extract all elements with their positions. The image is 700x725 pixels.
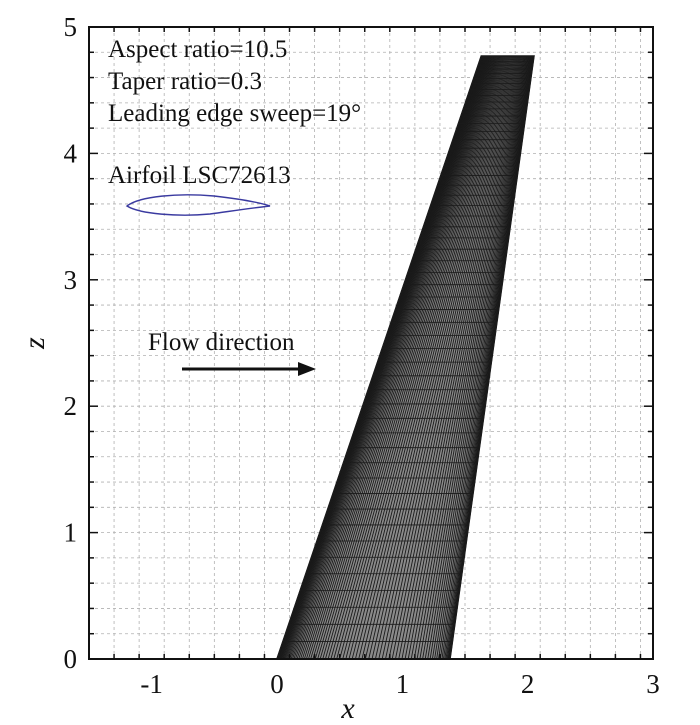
- x-tick-label: -1: [140, 669, 163, 699]
- wing-chordwise-line: [342, 55, 502, 660]
- x-axis-label: x: [340, 692, 355, 725]
- wing-chordwise-line: [419, 55, 526, 660]
- wing-chordwise-line: [345, 55, 503, 660]
- y-tick-label: 5: [64, 12, 78, 42]
- wing-chordwise-line: [441, 56, 532, 660]
- wing-chordwise-line: [434, 56, 530, 660]
- wing-chordwise-line: [431, 56, 530, 660]
- wing-chordwise-line: [388, 55, 516, 660]
- y-tick-label: 4: [64, 138, 78, 168]
- flow-direction-arrowhead-icon: [298, 362, 316, 376]
- taper-ratio-label: Taper ratio=0.3: [108, 68, 262, 95]
- wing-chordwise-line: [295, 55, 488, 660]
- wing-planform-mesh: [275, 55, 535, 660]
- wing-chordwise-line: [292, 55, 487, 660]
- wing-chordwise-line: [354, 55, 506, 660]
- wing-chordwise-line: [395, 55, 518, 660]
- wing-chordwise-line: [336, 55, 500, 660]
- wing-chordwise-line: [416, 55, 525, 660]
- wing-chordwise-line: [303, 55, 491, 660]
- wing-chordwise-line: [444, 56, 533, 660]
- wing-chordwise-line: [436, 56, 531, 660]
- y-tick-label: 2: [64, 391, 78, 421]
- wing-chordwise-line: [401, 55, 520, 660]
- wing-chordwise-line: [443, 56, 533, 660]
- aspect-ratio-label: Aspect ratio=10.5: [108, 36, 287, 63]
- wing-chordwise-line: [374, 55, 512, 660]
- wing-chordwise-line: [424, 55, 527, 660]
- wing-chordwise-line: [312, 55, 493, 660]
- wing-chordwise-line: [296, 55, 488, 660]
- wing-chordwise-line: [398, 55, 519, 660]
- wing-chordwise-line: [361, 55, 508, 660]
- wing-chordwise-line: [348, 55, 504, 660]
- y-axis-label: z: [18, 337, 51, 350]
- y-tick-label: 0: [64, 644, 78, 674]
- wing-chordwise-line: [368, 55, 510, 660]
- wing-chordwise-line: [289, 55, 486, 660]
- wing-chordwise-line: [308, 55, 492, 660]
- wing-chordwise-line: [301, 55, 490, 660]
- annotations: Aspect ratio=10.5 Taper ratio=0.3 Leadin…: [108, 36, 361, 376]
- x-tick-label: 2: [521, 669, 535, 699]
- wing-chordwise-line: [290, 55, 487, 660]
- airfoil-label: Airfoil LSC72613: [108, 162, 291, 189]
- wing-chordwise-line: [410, 55, 523, 660]
- wing-chordwise-line: [422, 55, 527, 660]
- wing-chordwise-line: [310, 55, 492, 660]
- wing-chordwise-line: [371, 55, 511, 660]
- wing-chordwise-line: [288, 55, 486, 660]
- wing-chordwise-line: [305, 55, 491, 660]
- wing-chordwise-line: [364, 55, 509, 660]
- wing-chordwise-line: [438, 56, 531, 660]
- y-tick-label: 3: [64, 265, 78, 295]
- wing-chordwise-line: [439, 56, 532, 660]
- sweep-label: Leading edge sweep=19°: [108, 100, 361, 127]
- wing-chordwise-line: [324, 55, 497, 660]
- plot-frame: [88, 26, 654, 660]
- wing-chordwise-line: [339, 55, 501, 660]
- wing-chordwise-line: [351, 55, 505, 660]
- wing-chordwise-line: [385, 55, 515, 660]
- wing-chordwise-line: [381, 55, 514, 660]
- wing-chordwise-line: [429, 55, 529, 660]
- wing-chordwise-line: [293, 55, 487, 660]
- wing-chordwise-line: [427, 55, 528, 660]
- wing-chordwise-line: [286, 55, 485, 660]
- axis-ticks: -1 0 1 2 3 0 1 2 3 4 5: [64, 12, 660, 699]
- wing-chordwise-line: [319, 55, 495, 660]
- wing-chordwise-line: [327, 55, 498, 660]
- x-tick-label: 3: [646, 669, 660, 699]
- wing-chordwise-line: [333, 55, 500, 660]
- y-tick-label: 1: [64, 518, 78, 548]
- wing-chordwise-line: [404, 55, 521, 660]
- airfoil-shape-icon: [125, 194, 271, 216]
- wing-chordwise-line: [358, 55, 507, 660]
- wing-chordwise-line: [317, 55, 495, 660]
- wing-chordwise-line: [413, 55, 524, 660]
- wing-chordwise-line: [407, 55, 522, 660]
- x-tick-label: 1: [396, 669, 410, 699]
- wing-chordwise-line: [314, 55, 494, 660]
- wing-chordwise-line: [300, 55, 489, 660]
- x-tick-label: 0: [270, 669, 284, 699]
- wing-chordwise-line: [330, 55, 499, 660]
- wing-chordwise-line: [322, 55, 496, 660]
- flow-direction-label: Flow direction: [148, 329, 295, 356]
- wing-chordwise-line: [391, 55, 517, 660]
- wing-chordwise-line: [378, 55, 513, 660]
- wing-chordwise-line: [298, 55, 489, 660]
